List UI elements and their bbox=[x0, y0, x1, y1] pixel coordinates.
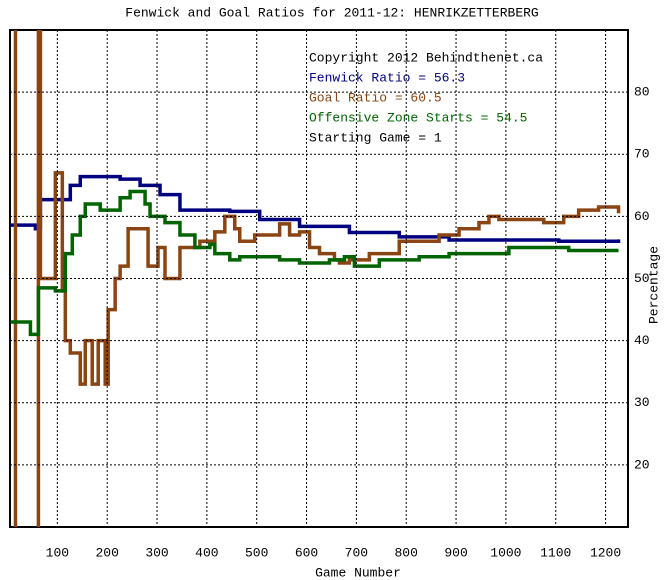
y-tick-label: 40 bbox=[634, 333, 650, 348]
x-tick-label: 700 bbox=[345, 545, 368, 560]
x-tick-label: 1000 bbox=[490, 545, 521, 560]
legend-entry: Offensive Zone Starts = 54.5 bbox=[309, 110, 527, 125]
x-tick-label: 100 bbox=[46, 545, 69, 560]
x-tick-label: 1100 bbox=[540, 545, 571, 560]
x-tick-label: 200 bbox=[95, 545, 118, 560]
y-tick-label: 60 bbox=[634, 209, 650, 224]
x-tick-label: 400 bbox=[195, 545, 218, 560]
legend-entry: Fenwick Ratio = 56.3 bbox=[309, 70, 465, 85]
x-tick-label: 600 bbox=[295, 545, 318, 560]
legend-entry: Goal Ratio = 60.5 bbox=[309, 90, 442, 105]
x-tick-label: 900 bbox=[444, 545, 467, 560]
y-tick-label: 30 bbox=[634, 395, 650, 410]
annotation: Copyright 2012 Behindthenet.ca bbox=[309, 50, 543, 65]
y-axis-label: Percentage bbox=[646, 246, 661, 324]
y-tick-label: 50 bbox=[634, 271, 650, 286]
y-tick-label: 20 bbox=[634, 457, 650, 472]
x-tick-label: 300 bbox=[145, 545, 168, 560]
chart-title: Fenwick and Goal Ratios for 2011-12: HEN… bbox=[125, 5, 538, 20]
x-axis-label: Game Number bbox=[315, 565, 401, 580]
annotation: Starting Game = 1 bbox=[309, 130, 442, 145]
y-tick-label: 70 bbox=[634, 147, 650, 162]
series-line bbox=[13, 30, 621, 527]
x-tick-label: 500 bbox=[245, 545, 268, 560]
x-tick-label: 1200 bbox=[590, 545, 621, 560]
x-tick-label: 800 bbox=[395, 545, 418, 560]
y-tick-label: 80 bbox=[634, 85, 650, 100]
